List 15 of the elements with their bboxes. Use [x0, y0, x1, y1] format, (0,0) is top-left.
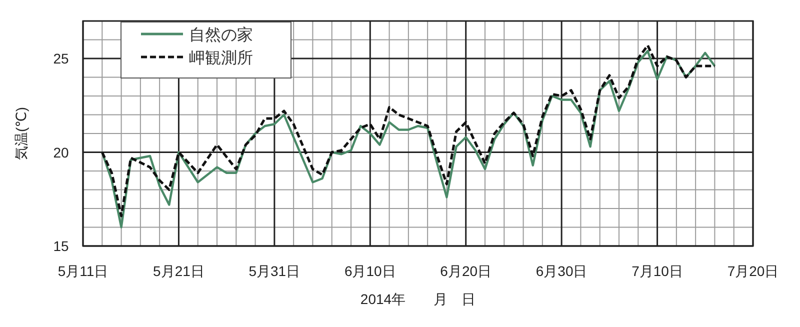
y-tick-label: 15: [53, 238, 69, 254]
x-tick-label: 5月21日: [153, 263, 204, 279]
x-tick-label: 6月10日: [344, 263, 396, 279]
x-tick-label: 5月31日: [248, 263, 300, 279]
legend-label: 自然の家: [189, 26, 253, 44]
y-axis-title: 気温(℃): [13, 106, 29, 160]
x-tick-label: 6月30日: [536, 263, 588, 279]
x-tick-label: 6月20日: [440, 263, 492, 279]
legend-label: 岬観測所: [189, 49, 253, 67]
y-tick-label: 25: [53, 50, 69, 66]
x-axis-title: 2014年 月 日: [360, 291, 476, 307]
y-tick-label: 20: [53, 144, 69, 160]
x-tick-label: 5月11日: [58, 263, 108, 279]
x-tick-label: 7月20日: [727, 263, 779, 279]
x-tick-label: 7月10日: [632, 263, 683, 279]
